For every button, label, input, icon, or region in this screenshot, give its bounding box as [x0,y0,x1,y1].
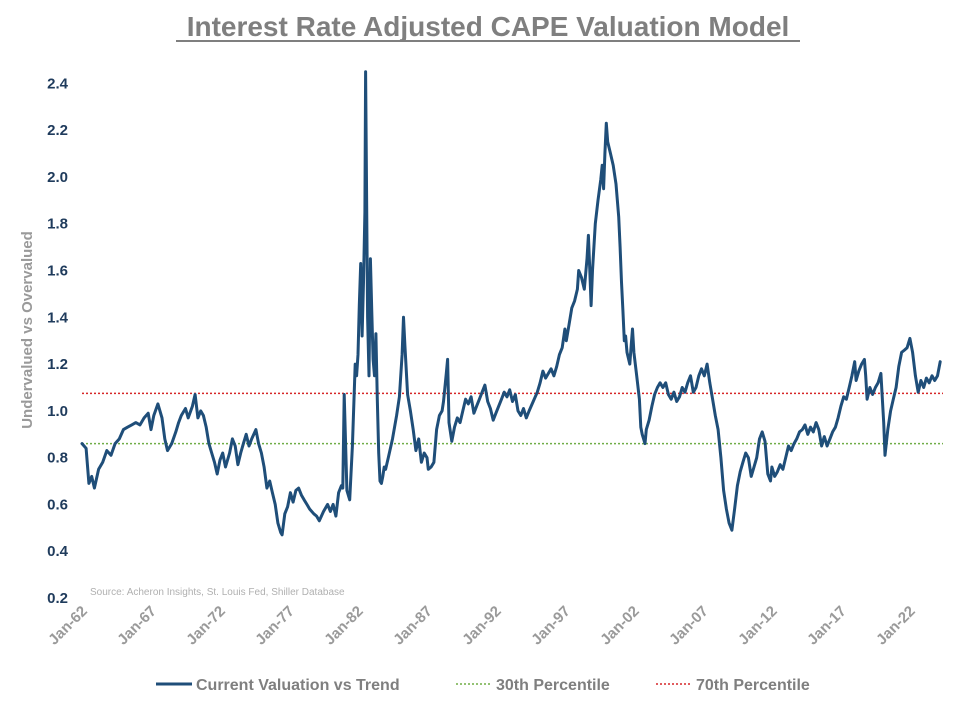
x-tick-label: Jan-02 [597,603,643,649]
y-tick-label: 1.2 [47,356,68,373]
x-tick-label: Jan-72 [183,603,229,649]
y-tick-label: 1.6 [47,263,68,280]
y-tick-label: 1.0 [47,403,68,420]
x-tick-label: Jan-17 [804,603,850,649]
source-note: Source: Acheron Insights, St. Louis Fed,… [90,587,345,598]
y-tick-label: 2.4 [47,75,69,92]
chart-title: Interest Rate Adjusted CAPE Valuation Mo… [187,11,790,42]
x-tick-label: Jan-92 [459,603,505,649]
y-tick-labels: 0.2 0.4 0.6 0.8 1.0 1.2 1.4 1.6 1.8 2.0 2.2 2.4 [47,75,69,607]
y-tick-label: 0.4 [47,543,69,560]
legend: Current Valuation vs Trend 30th Percentil… [156,677,810,694]
x-tick-label: Jan-07 [666,603,712,649]
series-line-current-valuation [80,70,942,537]
y-tick-label: 0.6 [47,496,68,513]
y-tick-label: 0.2 [47,590,68,607]
y-tick-label: 1.4 [47,309,69,326]
y-tick-label: 2.0 [47,169,68,186]
x-tick-label: Jan-12 [735,603,781,649]
x-tick-label: Jan-82 [321,603,367,649]
percentile-lines [82,392,943,445]
x-tick-labels: Jan-62 Jan-67 Jan-72 Jan-77 Jan-82 Jan-87 Jan-… [45,603,919,649]
legend-label-1: 30th Percentile [496,677,610,694]
x-tick-label: Jan-22 [873,603,919,649]
y-axis-label: Undervalued vs Overvalued [19,231,36,429]
x-tick-label: Jan-77 [252,603,298,649]
x-tick-label: Jan-62 [45,603,91,649]
y-tick-label: 2.2 [47,122,68,139]
y-tick-label: 1.8 [47,216,68,233]
y-tick-label: 0.8 [47,450,68,467]
x-tick-label: Jan-87 [390,603,436,649]
x-tick-label: Jan-97 [528,603,574,649]
x-tick-label: Jan-67 [114,603,160,649]
legend-label-2: 70th Percentile [696,677,810,694]
legend-label-0: Current Valuation vs Trend [196,677,400,694]
